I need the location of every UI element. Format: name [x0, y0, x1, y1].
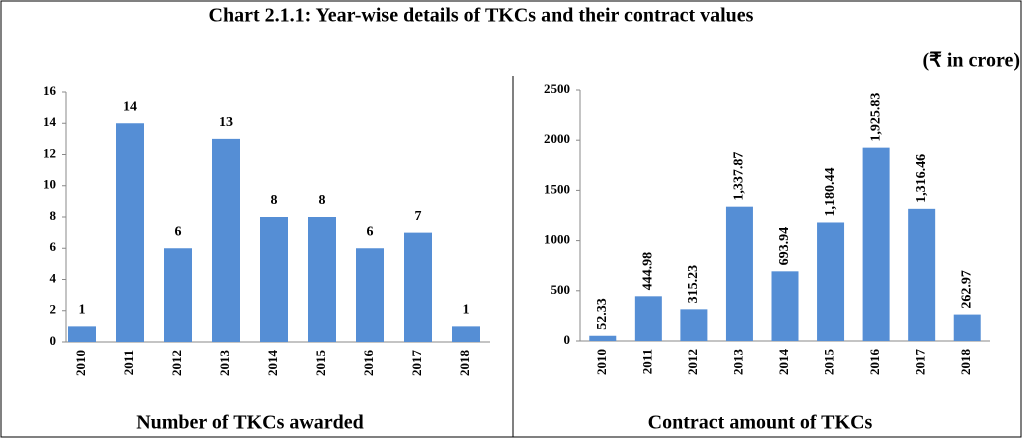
value-label: 1,316.46 — [914, 154, 929, 203]
x-tick-label: 2013 — [730, 349, 745, 376]
y-tick-label: 0 — [564, 332, 571, 347]
x-tick-label: 2010 — [73, 350, 88, 376]
value-label: 8 — [271, 193, 278, 208]
y-tick-label: 14 — [43, 114, 57, 129]
x-tick-label: 2015 — [822, 349, 837, 376]
bar — [817, 222, 845, 341]
x-tick-label: 2015 — [313, 350, 328, 377]
x-tick-label: 2017 — [913, 349, 928, 376]
value-label: 1,337.87 — [732, 152, 747, 201]
y-tick-label: 2000 — [544, 131, 570, 146]
value-label: 444.98 — [641, 252, 656, 291]
bar — [212, 138, 240, 342]
x-tick-label: 2012 — [169, 350, 184, 376]
value-label: 315.23 — [686, 265, 701, 304]
value-label: 52.33 — [595, 298, 610, 330]
x-tick-label: 2014 — [776, 349, 791, 376]
bar — [680, 309, 708, 341]
value-label: 1 — [463, 303, 470, 318]
bar — [953, 314, 981, 341]
value-label: 693.94 — [777, 227, 792, 266]
x-tick-label: 2018 — [958, 349, 973, 376]
bar — [634, 296, 662, 341]
y-tick-label: 12 — [43, 145, 56, 160]
unit-note: (₹ in crore) — [922, 50, 1020, 72]
x-tick-label: 2016 — [361, 350, 376, 377]
y-tick-label: 8 — [50, 208, 57, 223]
x-tick-label: 2012 — [685, 349, 700, 375]
x-tick-label: 2017 — [409, 350, 424, 377]
value-label: 262.97 — [959, 270, 974, 309]
value-label: 6 — [175, 224, 182, 239]
value-label: 1,180.44 — [823, 167, 838, 216]
y-tick-label: 2 — [50, 302, 57, 317]
value-label: 6 — [367, 224, 374, 239]
y-tick-label: 0 — [50, 333, 57, 348]
bar — [308, 217, 336, 342]
y-tick-label: 4 — [50, 270, 57, 285]
x-tick-label: 2014 — [265, 350, 280, 377]
x-tick-label: 2011 — [121, 350, 136, 375]
value-label: 7 — [415, 209, 422, 224]
x-axis-title: Contract amount of TKCs — [648, 412, 873, 434]
bar — [862, 147, 890, 341]
x-tick-label: 2010 — [594, 349, 609, 375]
y-tick-label: 500 — [551, 282, 571, 297]
bar — [260, 217, 288, 342]
y-tick-label: 6 — [50, 239, 57, 254]
bar — [452, 326, 480, 342]
value-label: 14 — [123, 99, 137, 114]
x-tick-label: 2016 — [867, 349, 882, 376]
x-tick-label: 2018 — [457, 350, 472, 377]
bar — [404, 232, 432, 342]
x-axis-title: Number of TKCs awarded — [136, 412, 364, 434]
bar — [589, 335, 617, 341]
chart-title: Chart 2.1.1: Year-wise details of TKCs a… — [209, 5, 754, 27]
bar — [356, 248, 384, 342]
bar — [164, 248, 192, 342]
x-tick-label: 2013 — [217, 350, 232, 377]
y-tick-label: 1500 — [544, 181, 570, 196]
y-tick-label: 2500 — [544, 81, 570, 96]
value-label: 8 — [319, 193, 326, 208]
bar — [116, 123, 144, 342]
bar — [908, 208, 936, 341]
y-tick-label: 10 — [43, 177, 56, 192]
value-label: 1 — [79, 303, 86, 318]
value-label: 1,925.83 — [868, 93, 883, 142]
bar — [68, 326, 96, 342]
value-label: 13 — [219, 115, 233, 130]
x-tick-label: 2011 — [639, 349, 654, 374]
bar — [771, 271, 799, 341]
y-tick-label: 16 — [43, 83, 57, 98]
y-tick-label: 1000 — [544, 232, 570, 247]
bar — [725, 206, 753, 341]
